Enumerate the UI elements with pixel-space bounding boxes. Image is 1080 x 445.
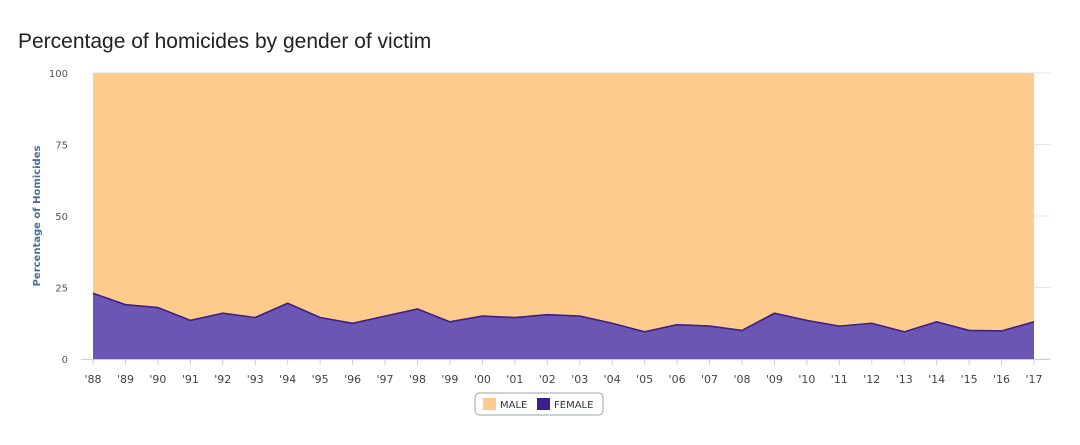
legend-swatch-male (483, 398, 496, 410)
y-tick-label: 0 (62, 355, 68, 366)
series-line-female (92, 292, 1035, 333)
legend-label-female: FEMALE (554, 400, 593, 411)
y-tick-label: 25 (55, 284, 68, 295)
x-tick-label: '99 (441, 373, 458, 386)
x-tick-label: '01 (506, 373, 523, 386)
x-tick-label: '95 (312, 373, 329, 386)
x-tick-label: '93 (247, 373, 264, 386)
x-tick-label: '90 (149, 373, 166, 386)
x-tick-label: '06 (669, 373, 686, 386)
x-tick-label: '05 (636, 373, 653, 386)
x-tick-label: '00 (474, 373, 491, 386)
x-tick-label: '16 (993, 373, 1010, 386)
x-tick-label: '13 (896, 373, 913, 386)
x-tick-label: '94 (279, 373, 296, 386)
legend: MALE FEMALE (474, 392, 604, 416)
x-tick-label: '02 (539, 373, 556, 386)
plot-areas (92, 73, 1035, 359)
series-area-male (93, 73, 1034, 332)
x-tick-label: '96 (344, 373, 361, 386)
y-tick-label: 50 (55, 212, 68, 223)
y-axis-label: Percentage of Homicides (32, 146, 43, 287)
x-axis: '88 '89 '90 '91 '92 '93 '94 '95 '96 '97 '98 '99 '00 '… (81, 359, 1050, 386)
x-tick-label: '07 (701, 373, 718, 386)
legend-label-male: MALE (500, 400, 527, 411)
series-area-female (93, 293, 1034, 359)
y-tick-label: 75 (55, 141, 68, 152)
x-tick-label: '89 (117, 373, 134, 386)
x-tick-label: '88 (84, 373, 101, 386)
x-tick-label: '97 (377, 373, 394, 386)
x-tick-label: '09 (766, 373, 783, 386)
x-tick-label: '11 (831, 373, 848, 386)
chart-title: Percentage of homicides by gender of vic… (18, 30, 432, 53)
x-tick-label: '03 (571, 373, 588, 386)
x-tick-label: '91 (182, 373, 199, 386)
x-tick-label: '98 (409, 373, 426, 386)
y-axis: 0 25 50 75 100 (49, 69, 68, 366)
y-tick-label: 100 (49, 69, 68, 80)
x-tick-label: '08 (733, 373, 750, 386)
x-tick-label: '17 (1025, 373, 1042, 386)
x-tick-label: '92 (214, 373, 231, 386)
legend-swatch-female (537, 398, 550, 410)
x-tick-label: '10 (798, 373, 815, 386)
x-tick-label: '04 (604, 373, 621, 386)
x-tick-label: '14 (928, 373, 945, 386)
x-tick-label: '12 (863, 373, 880, 386)
x-tick-label: '15 (961, 373, 978, 386)
